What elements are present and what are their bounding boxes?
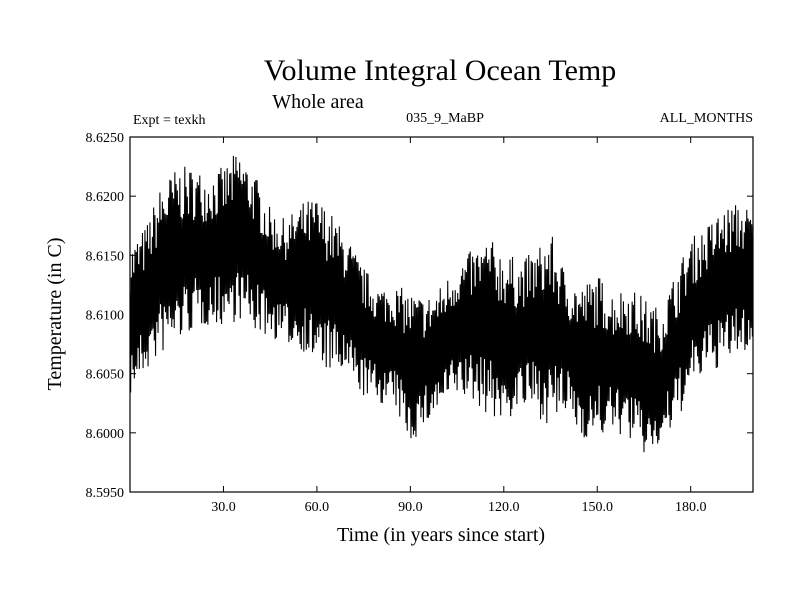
chart-title: Volume Integral Ocean Temp xyxy=(264,54,617,87)
y-tick-label: 8.6200 xyxy=(86,190,125,205)
experiment-label: Expt = texkh xyxy=(133,113,205,128)
series-line xyxy=(129,156,754,453)
y-tick-label: 8.6000 xyxy=(86,427,125,442)
y-tick-label: 8.6250 xyxy=(86,131,125,146)
x-axis: 30.0 60.0 90.0 120.0 150.0 180.0 xyxy=(211,137,706,515)
y-tick-label: 8.6150 xyxy=(86,249,125,264)
y-axis: 8.5950 8.6000 8.6050 8.6100 8.6150 8.6200 8.62… xyxy=(86,131,753,501)
y-tick-label: 8.5950 xyxy=(86,486,125,501)
data-series-group xyxy=(129,156,754,453)
x-axis-label: Time (in years since start) xyxy=(337,524,545,546)
y-tick-label: 8.6100 xyxy=(86,309,125,324)
x-tick-label: 180.0 xyxy=(675,500,707,515)
x-tick-label: 120.0 xyxy=(488,500,520,515)
months-label: ALL_MONTHS xyxy=(660,111,753,126)
x-tick-label: 90.0 xyxy=(398,500,423,515)
x-tick-label: 60.0 xyxy=(305,500,330,515)
x-tick-label: 30.0 xyxy=(211,500,236,515)
x-tick-label: 150.0 xyxy=(582,500,614,515)
period-label: 035_9_MaBP xyxy=(406,111,484,126)
y-axis-label: Temperature (in C) xyxy=(44,238,66,391)
y-tick-label: 8.6050 xyxy=(86,368,125,383)
chart-subtitle: Whole area xyxy=(272,91,364,113)
